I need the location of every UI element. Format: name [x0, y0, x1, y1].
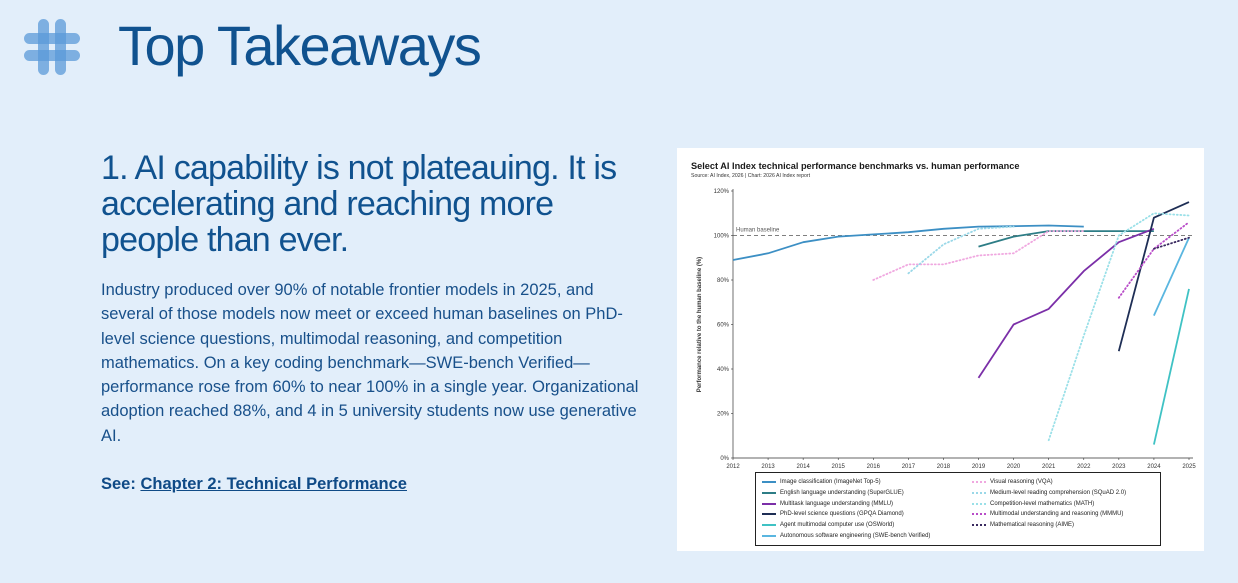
legend-item: Multitask language understanding (MMLU): [762, 498, 972, 509]
chart-title: Select AI Index technical performance be…: [691, 161, 1020, 171]
legend-item: Competition-level mathematics (MATH): [972, 498, 1162, 509]
legend-item: Medium-level reading comprehension (SQuA…: [972, 488, 1162, 499]
x-tick-label: 2017: [902, 464, 916, 470]
y-tick-label: 20%: [717, 412, 730, 418]
takeaway-section: 1. AI capability is not plateauing. It i…: [101, 150, 646, 494]
legend-swatch: [972, 492, 986, 495]
chapter-link[interactable]: Chapter 2: Technical Performance: [140, 475, 407, 494]
chart-legend: Image classification (ImageNet Top-5) Vis…: [755, 472, 1161, 546]
legend-swatch: [762, 534, 776, 537]
see-label: See:: [101, 475, 136, 494]
x-tick-label: 2016: [867, 464, 881, 470]
legend-item: Image classification (ImageNet Top-5): [762, 477, 972, 488]
legend-swatch: [972, 481, 986, 484]
y-tick-label: 40%: [717, 367, 730, 373]
x-tick-label: 2021: [1042, 464, 1056, 470]
human-baseline-label: Human baseline: [736, 228, 780, 234]
y-tick-label: 120%: [714, 189, 730, 195]
legend-label: English language understanding (SuperGLU…: [780, 490, 904, 497]
x-tick-label: 2019: [972, 464, 986, 470]
series-line-3: [1117, 201, 1190, 352]
legend-item: Agent multimodal computer use (OSWorld): [762, 520, 972, 531]
page-header: [22, 12, 82, 82]
legend-item: Mathematical reasoning (AIME): [972, 520, 1162, 531]
series-line-7: [907, 225, 1015, 275]
legend-item: PhD-level science questions (GPQA Diamon…: [762, 509, 972, 520]
legend-swatch: [762, 481, 776, 484]
page-title: Top Takeaways: [118, 14, 482, 77]
x-tick-label: 2015: [832, 464, 846, 470]
legend-swatch: [972, 513, 986, 516]
legend-swatch: [762, 492, 776, 495]
series-line-5: [1153, 237, 1190, 316]
legend-swatch: [972, 502, 986, 505]
y-tick-label: 0%: [720, 456, 729, 462]
x-tick-label: 2014: [796, 464, 810, 470]
x-tick-label: 2023: [1112, 464, 1126, 470]
x-tick-label: 2025: [1182, 464, 1196, 470]
y-tick-label: 80%: [717, 278, 730, 284]
x-tick-label: 2012: [726, 464, 740, 470]
legend-item: Visual reasoning (VQA): [972, 477, 1162, 488]
series-line-0: [732, 224, 1084, 261]
legend-item: English language understanding (SuperGLU…: [762, 488, 972, 499]
legend-label: PhD-level science questions (GPQA Diamon…: [780, 511, 904, 518]
series-line-2: [977, 227, 1155, 379]
hash-icon: [24, 19, 80, 75]
series-line-4: [1153, 288, 1190, 445]
series-line-10: [1153, 236, 1190, 250]
legend-label: Agent multimodal computer use (OSWorld): [780, 522, 895, 529]
legend-label: Mathematical reasoning (AIME): [990, 522, 1075, 529]
x-tick-label: 2013: [761, 464, 775, 470]
x-tick-label: 2020: [1007, 464, 1021, 470]
series-line-6: [872, 230, 1085, 281]
series-line-8: [1047, 212, 1190, 442]
see-line: See: Chapter 2: Technical Performance: [101, 475, 646, 494]
legend-label: Competition-level mathematics (MATH): [990, 500, 1095, 507]
chart-source: Source: AI Index, 2026 | Chart: 2026 AI …: [691, 173, 811, 179]
legend-swatch: [762, 513, 776, 516]
x-tick-label: 2024: [1147, 464, 1161, 470]
takeaway-body: Industry produced over 90% of notable fr…: [101, 281, 639, 445]
takeaway-heading: 1. AI capability is not plateauing. It i…: [101, 149, 617, 259]
legend-label: Image classification (ImageNet Top-5): [780, 479, 881, 486]
y-axis-label: Performance relative to the human baseli…: [697, 257, 703, 392]
x-tick-label: 2018: [937, 464, 951, 470]
series-line-9: [1117, 221, 1190, 299]
legend-label: Multitask language understanding (MMLU): [780, 500, 894, 507]
y-tick-label: 60%: [717, 323, 730, 329]
chart-card: Select AI Index technical performance be…: [677, 148, 1204, 551]
legend-item: Autonomous software engineering (SWE-ben…: [762, 530, 972, 541]
benchmark-line-chart: 0% 20% 40% 60% 80% 100% 120% 2012 2013 2014 2015 20…: [697, 189, 1196, 470]
x-tick-label: 2022: [1077, 464, 1091, 470]
y-tick-label: 100%: [714, 234, 730, 240]
legend-label: Autonomous software engineering (SWE-ben…: [780, 532, 931, 539]
legend-label: Medium-level reading comprehension (SQuA…: [990, 490, 1127, 497]
legend-label: Multimodal understanding and reasoning (…: [990, 511, 1124, 518]
legend-swatch: [972, 524, 986, 527]
legend-swatch: [762, 524, 776, 527]
legend-label: Visual reasoning (VQA): [990, 479, 1053, 486]
legend-swatch: [762, 502, 776, 505]
legend-item: Multimodal understanding and reasoning (…: [972, 509, 1162, 520]
legend-empty-cell: [972, 530, 1162, 541]
